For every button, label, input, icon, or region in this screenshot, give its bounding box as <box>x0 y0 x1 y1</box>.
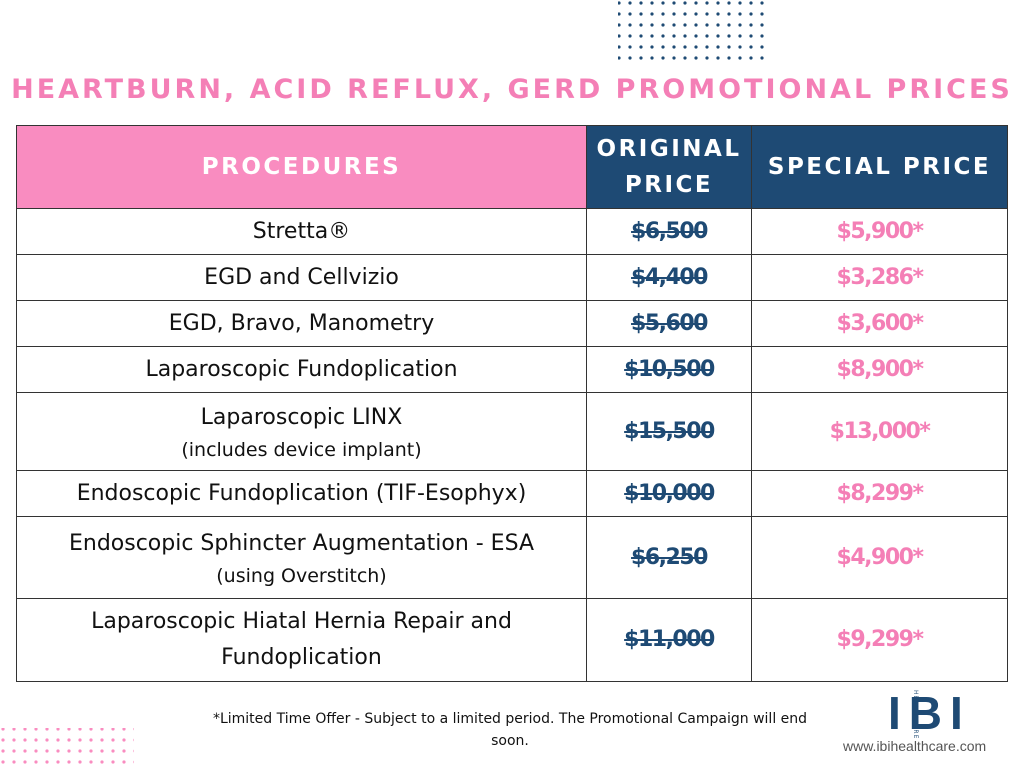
title: HEARTBURN, ACID REFLUX, GERD PROMOTIONAL… <box>11 74 1013 105</box>
procedure-name: Endoscopic Sphincter Augmentation - ESA <box>68 530 535 556</box>
table-row: Endoscopic Sphincter Augmentation - ESA (… <box>16 516 1008 599</box>
special-price: $4,900* <box>751 516 1008 599</box>
procedure-name: Laparoscopic LINX <box>200 404 403 430</box>
special-price: $3,286* <box>751 254 1008 301</box>
table-row: Laparoscopic Fundoplication $10,500 $8,900… <box>16 346 1008 393</box>
procedure-name: EGD and Cellvizio <box>204 264 399 290</box>
special-price: $8,299* <box>751 470 1008 517</box>
procedure-name: EGD, Bravo, Manometry <box>168 310 435 336</box>
procedure-cell: Laparoscopic Hiatal Hernia Repair and Fu… <box>16 598 587 682</box>
procedure-cell: Endoscopic Sphincter Augmentation - ESA (… <box>16 516 587 599</box>
table-body: Stretta® $6,500 $5,900* EGD and Cellvizio $4… <box>16 208 1008 682</box>
table-row: Endoscopic Fundoplication (TIF-Esophyx) $… <box>16 470 1008 517</box>
procedure-cell: EGD, Bravo, Manometry <box>16 300 587 347</box>
website: www.ibihealthcare.com <box>843 738 987 754</box>
procedure-note: (using Overstitch) <box>216 564 387 587</box>
special-price: $5,900* <box>751 208 1008 255</box>
column-header: PROCEDURES <box>16 125 587 209</box>
procedure-name: Laparoscopic Hiatal Hernia Repair and Fu… <box>91 609 512 670</box>
logo-subtext: HEALTHCARE <box>912 690 919 740</box>
procedure-cell: Stretta® <box>16 208 587 255</box>
original-price: $4,400 <box>586 254 752 301</box>
special-price: $8,900* <box>751 346 1008 393</box>
column-header: SPECIAL PRICE <box>751 125 1008 209</box>
table-row: Stretta® $6,500 $5,900* <box>16 208 1008 255</box>
original-price: $10,500 <box>586 346 752 393</box>
procedure-cell: Endoscopic Fundoplication (TIF-Esophyx) <box>16 470 587 517</box>
column-header: ORIGINAL PRICE <box>586 125 752 209</box>
procedure-cell: EGD and Cellvizio <box>16 254 587 301</box>
original-price: $5,600 <box>586 300 752 347</box>
special-price: $13,000* <box>751 392 1008 471</box>
logo: IBI <box>888 687 971 739</box>
dot-grid <box>0 728 134 768</box>
procedure-name: Endoscopic Fundoplication (TIF-Esophyx) <box>76 480 527 506</box>
dot-grid <box>618 0 768 62</box>
original-price: $10,000 <box>586 470 752 517</box>
original-price: $6,500 <box>586 208 752 255</box>
special-price: $3,600* <box>751 300 1008 347</box>
footnote: *Limited Time Offer - Subject to a limit… <box>212 711 808 749</box>
table-row: EGD, Bravo, Manometry $5,600 $3,600* <box>16 300 1008 347</box>
header-row: PROCEDURES ORIGINAL PRICE SPECIAL PRICE <box>16 125 1008 209</box>
original-price: $15,500 <box>586 392 752 471</box>
procedure-name: Laparoscopic Fundoplication <box>145 356 458 382</box>
original-price: $6,250 <box>586 516 752 599</box>
procedure-cell: Laparoscopic LINX (includes device implan… <box>16 392 587 471</box>
special-price: $9,299* <box>751 598 1008 682</box>
procedure-cell: Laparoscopic Fundoplication <box>16 346 587 393</box>
procedure-name: Stretta® <box>252 218 351 244</box>
table-row: Laparoscopic Hiatal Hernia Repair and Fu… <box>16 598 1008 682</box>
procedure-note: (includes device implant) <box>181 438 422 461</box>
original-price: $11,000 <box>586 598 752 682</box>
table-row: Laparoscopic LINX (includes device implan… <box>16 392 1008 471</box>
price-table: PROCEDURES ORIGINAL PRICE SPECIAL PRICE … <box>16 125 1008 682</box>
table-row: EGD and Cellvizio $4,400 $3,286* <box>16 254 1008 301</box>
